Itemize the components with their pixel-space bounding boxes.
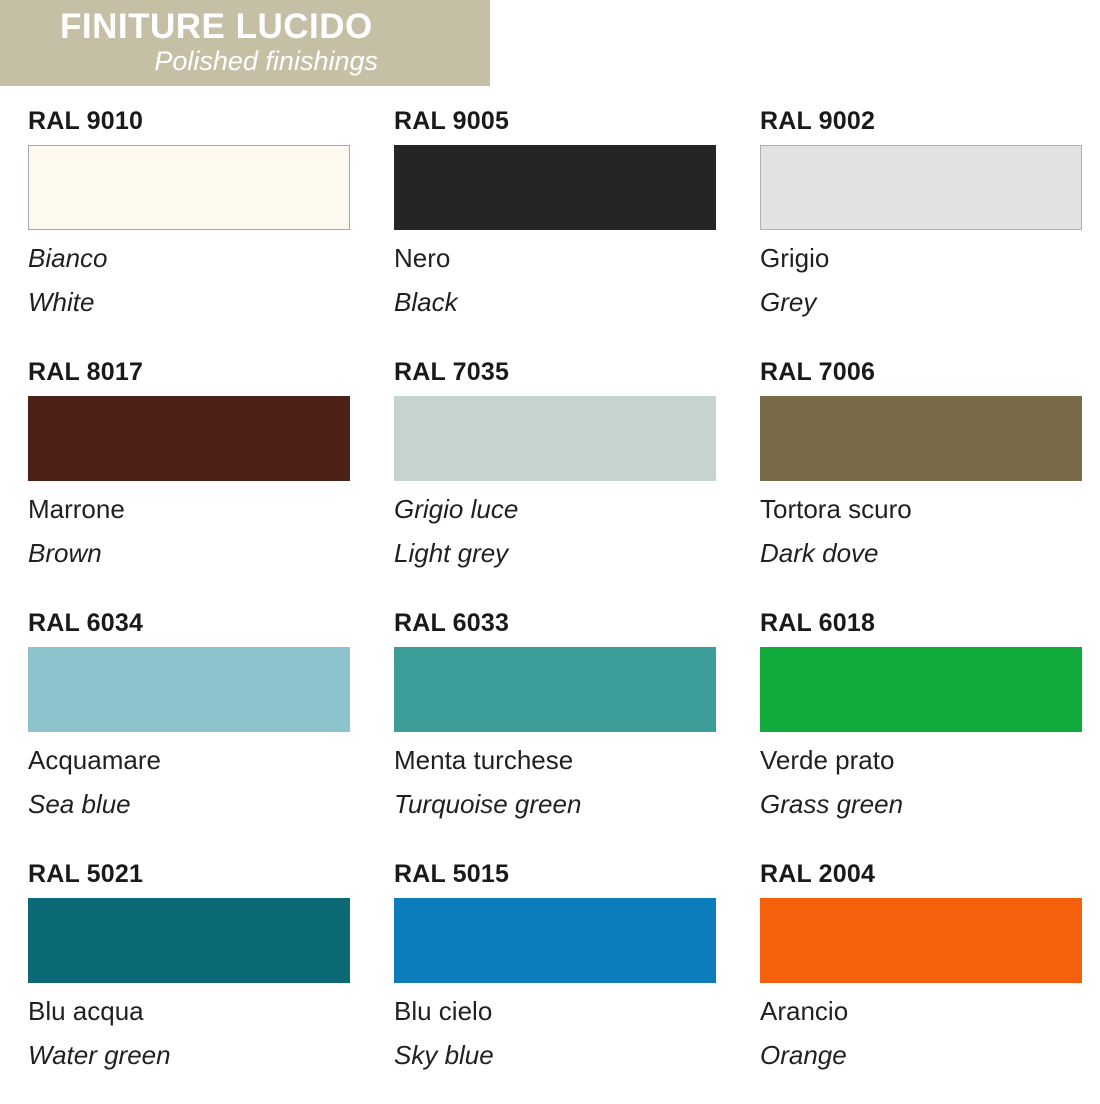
color-swatch-cell[interactable]: RAL 6034 Acquamare Sea blue <box>0 602 366 853</box>
color-name-english: Sea blue <box>28 789 131 819</box>
color-chip[interactable] <box>760 898 1082 983</box>
color-name-english: Turquoise green <box>394 789 582 819</box>
color-chip[interactable] <box>394 145 716 230</box>
ral-code-label: RAL 5015 <box>394 860 510 888</box>
color-name-italian: Blu cielo <box>394 996 493 1026</box>
color-chip[interactable] <box>760 647 1082 732</box>
color-swatch-cell[interactable]: RAL 7035 Grigio luce Light grey <box>366 351 732 602</box>
color-name-english: White <box>28 287 95 317</box>
ral-code-label: RAL 9010 <box>28 107 144 135</box>
color-name-english: Grass green <box>760 789 904 819</box>
page-subtitle: Polished finishings <box>154 46 378 76</box>
color-chip[interactable] <box>28 145 350 230</box>
ral-code-label: RAL 6033 <box>394 609 510 637</box>
color-name-english: Dark dove <box>760 538 879 568</box>
ral-code-label: RAL 6018 <box>760 609 876 637</box>
color-chip[interactable] <box>760 396 1082 481</box>
color-name-english: Brown <box>28 538 102 568</box>
ral-code-label: RAL 7035 <box>394 358 510 386</box>
header-banner: FINITURE LUCIDO Polished finishings <box>0 0 490 86</box>
color-name-italian: Verde prato <box>760 745 895 775</box>
color-name-english: Grey <box>760 287 817 317</box>
color-chip[interactable] <box>394 647 716 732</box>
color-name-italian: Grigio luce <box>394 494 519 524</box>
color-chip[interactable] <box>28 898 350 983</box>
color-swatch-cell[interactable]: RAL 9010 Bianco White <box>0 100 366 351</box>
ral-code-label: RAL 9002 <box>760 107 876 135</box>
ral-code-label: RAL 2004 <box>760 860 876 888</box>
color-name-italian: Nero <box>394 243 451 273</box>
ral-code-label: RAL 9005 <box>394 107 510 135</box>
color-name-italian: Arancio <box>760 996 849 1026</box>
ral-code-label: RAL 5021 <box>28 860 144 888</box>
color-chip[interactable] <box>394 898 716 983</box>
color-name-english: Light grey <box>394 538 509 568</box>
color-name-english: Water green <box>28 1040 171 1070</box>
color-name-italian: Menta turchese <box>394 745 574 775</box>
color-swatch-cell[interactable]: RAL 6033 Menta turchese Turquoise green <box>366 602 732 853</box>
color-name-italian: Acquamare <box>28 745 161 775</box>
color-name-italian: Bianco <box>28 243 108 273</box>
color-swatch-cell[interactable]: RAL 7006 Tortora scuro Dark dove <box>732 351 1098 602</box>
page-title: FINITURE LUCIDO <box>60 7 373 46</box>
color-swatch-cell[interactable]: RAL 9002 Grigio Grey <box>732 100 1098 351</box>
color-swatch-cell[interactable]: RAL 9005 Nero Black <box>366 100 732 351</box>
color-chip[interactable] <box>760 145 1082 230</box>
color-swatch-cell[interactable]: RAL 8017 Marrone Brown <box>0 351 366 602</box>
color-swatch-cell[interactable]: RAL 2004 Arancio Orange <box>732 853 1098 1104</box>
color-chip[interactable] <box>394 396 716 481</box>
color-swatch-grid: RAL 9010 Bianco White RAL 9005 Nero Black RAL … <box>0 100 1100 1104</box>
color-chip[interactable] <box>28 647 350 732</box>
color-swatch-cell[interactable]: RAL 5021 Blu acqua Water green <box>0 853 366 1104</box>
color-name-italian: Tortora scuro <box>760 494 912 524</box>
color-name-italian: Grigio <box>760 243 830 273</box>
ral-code-label: RAL 6034 <box>28 609 144 637</box>
ral-code-label: RAL 8017 <box>28 358 144 386</box>
color-swatch-cell[interactable]: RAL 6018 Verde prato Grass green <box>732 602 1098 853</box>
color-name-italian: Blu acqua <box>28 996 144 1026</box>
color-name-english: Black <box>394 287 458 317</box>
color-chip[interactable] <box>28 396 350 481</box>
color-swatch-cell[interactable]: RAL 5015 Blu cielo Sky blue <box>366 853 732 1104</box>
color-name-english: Sky blue <box>394 1040 494 1070</box>
color-name-italian: Marrone <box>28 494 125 524</box>
ral-code-label: RAL 7006 <box>760 358 876 386</box>
color-name-english: Orange <box>760 1040 847 1070</box>
